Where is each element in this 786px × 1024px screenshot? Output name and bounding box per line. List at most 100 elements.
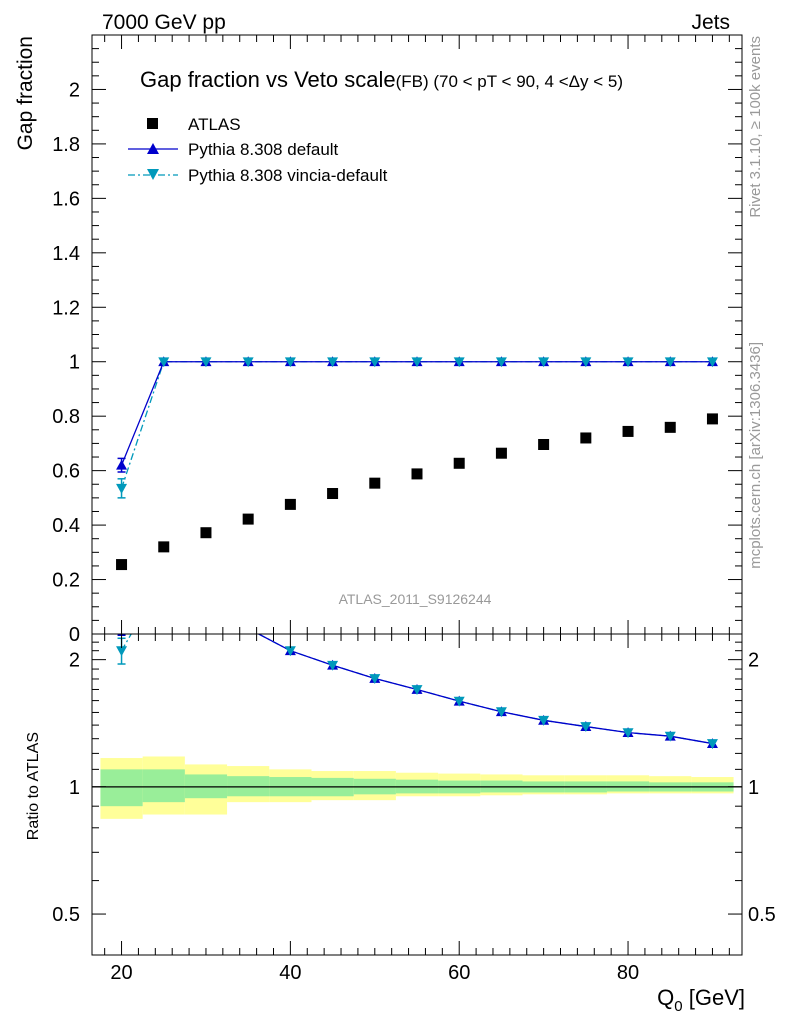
pythia-vincia-point (622, 357, 634, 368)
atlas-point (158, 541, 170, 553)
plot-title: Gap fraction vs Veto scale(FB) (70 < pT … (140, 67, 623, 92)
atlas-point (116, 559, 128, 571)
main-y-tick-label: 0.4 (52, 515, 80, 537)
atlas-point (242, 513, 254, 525)
atlas-point (327, 488, 339, 500)
pythia-vincia-point (411, 357, 423, 368)
ratio-pythia-vincia-point (200, 601, 211, 611)
ratio-pythia-vincia-point (284, 646, 296, 657)
atlas-point (200, 527, 212, 539)
ratio-pythia-vincia-point (538, 715, 550, 726)
x-axis-label-main: Q (657, 985, 674, 1010)
pythia-default-point (116, 459, 128, 470)
ratio-pythia-vincia-point (453, 696, 465, 707)
ratio-y-axis-label: Ratio to ATLAS (25, 732, 42, 840)
ratio-y-tick-label-left: 1 (69, 777, 80, 799)
ratio-pythia-default-point (200, 600, 211, 610)
atlas-point (580, 432, 592, 444)
ratio-plot-frame (91, 633, 743, 956)
pythia-vincia-point (580, 357, 592, 368)
stat-uncertainty-band (100, 769, 143, 807)
atlas-point (411, 468, 423, 480)
x-axis-label-subscript: 0 (674, 998, 682, 1015)
atlas-point (622, 425, 634, 437)
ratio-y-tick-labels: 0.5 0.5 1 1 2 2 (52, 650, 776, 926)
pythia-vincia-point (284, 357, 296, 368)
ratio-pythia-vincia-point (369, 674, 381, 684)
main-y-tick-label: 0.6 (52, 461, 80, 483)
main-y-tick-label: 1.8 (52, 134, 80, 156)
atlas-point (284, 498, 296, 510)
analysis-id-label: ATLAS_2011_S9126244 (339, 591, 492, 607)
ratio-y-tick-label-right: 2 (748, 650, 759, 672)
pythia-default-line (120, 361, 713, 466)
pythia-vincia-point (116, 483, 128, 494)
main-axis-ticks (92, 34, 742, 635)
legend-atlas-label: ATLAS (188, 115, 241, 134)
plot-title-main: Gap fraction vs Veto scale (140, 67, 396, 92)
main-y-tick-label: 1.4 (52, 243, 80, 265)
pythia-vincia-point (327, 357, 339, 368)
ratio-pythia-vincia-point (327, 660, 339, 671)
pythia-vincia-point (706, 357, 718, 368)
main-y-tick-label: 0.8 (52, 406, 80, 428)
legend: ATLAS Pythia 8.308 default Pythia 8.308 … (128, 115, 388, 185)
atlas-point (495, 447, 507, 459)
main-y-tick-labels: 0 0.2 0.4 0.6 0.8 1 1.2 1.4 1.6 1.8 2 (52, 79, 80, 646)
x-tick-label: 40 (279, 962, 301, 984)
source-label: mcplots.cern.ch [arXiv:1306.3436] (747, 342, 764, 569)
atlas-point (453, 457, 465, 469)
main-y-tick-label: 1.6 (52, 188, 80, 210)
main-y-tick-label: 2 (69, 79, 80, 101)
main-y-tick-label: 1.2 (52, 297, 80, 319)
ratio-pythia-vincia-point (116, 646, 128, 657)
pythia-vincia-point (453, 357, 465, 368)
plot-title-sub: (FB) (70 < pT < 90, 4 <Δy < 5) (396, 72, 623, 91)
ratio-pythia-vincia-point (158, 573, 169, 583)
atlas-point (706, 413, 718, 425)
pythia-vincia-point (538, 357, 550, 368)
header-energy-label: 7000 GeV pp (102, 11, 226, 34)
ratio-uncertainty-bands (100, 756, 734, 819)
x-tick-label: 60 (448, 962, 470, 984)
pythia-vincia-point (158, 357, 170, 368)
ratio-axis-ticks (92, 633, 742, 956)
x-tick-labels: 20 40 60 80 (110, 962, 639, 984)
ratio-y-tick-label-left: 2 (69, 650, 80, 672)
ratio-pythia-vincia-point (580, 722, 592, 733)
atlas-point (664, 421, 676, 433)
ratio-y-tick-label-left: 0.5 (52, 904, 80, 926)
legend-pythia-default-marker (147, 143, 159, 154)
legend-pythia-vincia-label: Pythia 8.308 vincia-default (188, 166, 388, 185)
main-data-series (116, 356, 718, 571)
pythia-vincia-point (200, 357, 212, 368)
ratio-y-tick-label-right: 1 (748, 777, 759, 799)
ratio-data-series (116, 572, 718, 750)
rivet-version-label: Rivet 3.1.10, ≥ 100k events (747, 36, 764, 218)
pythia-vincia-point (664, 357, 676, 368)
x-axis-label-unit: [GeV] (683, 985, 745, 1010)
legend-pythia-default-label: Pythia 8.308 default (188, 140, 339, 159)
pythia-vincia-point (242, 357, 254, 368)
main-y-tick-label: 0.2 (52, 570, 80, 592)
stat-uncertainty-band (142, 769, 185, 803)
atlas-point (538, 438, 550, 450)
main-y-axis-label: Gap fraction (14, 36, 37, 150)
atlas-point (369, 477, 381, 489)
legend-atlas-marker (147, 118, 158, 129)
header-category-label: Jets (691, 11, 730, 34)
ratio-pythia-vincia-point (495, 707, 507, 718)
ratio-pythia-vincia-point (706, 739, 718, 750)
main-y-tick-label: 1 (69, 352, 80, 374)
main-y-tick-label: 0 (69, 624, 80, 646)
ratio-pythia-vincia-point (411, 685, 423, 695)
ratio-y-tick-label-right: 0.5 (748, 904, 776, 926)
legend-pythia-vincia-marker (147, 169, 159, 180)
pythia-vincia-point (495, 357, 507, 368)
x-tick-label: 80 (617, 962, 639, 984)
x-axis-label: Q0 [GeV] (657, 985, 745, 1015)
ratio-pythia-vincia-point (622, 728, 634, 739)
pythia-vincia-point (369, 357, 381, 368)
ratio-pythia-default-point (158, 572, 169, 582)
